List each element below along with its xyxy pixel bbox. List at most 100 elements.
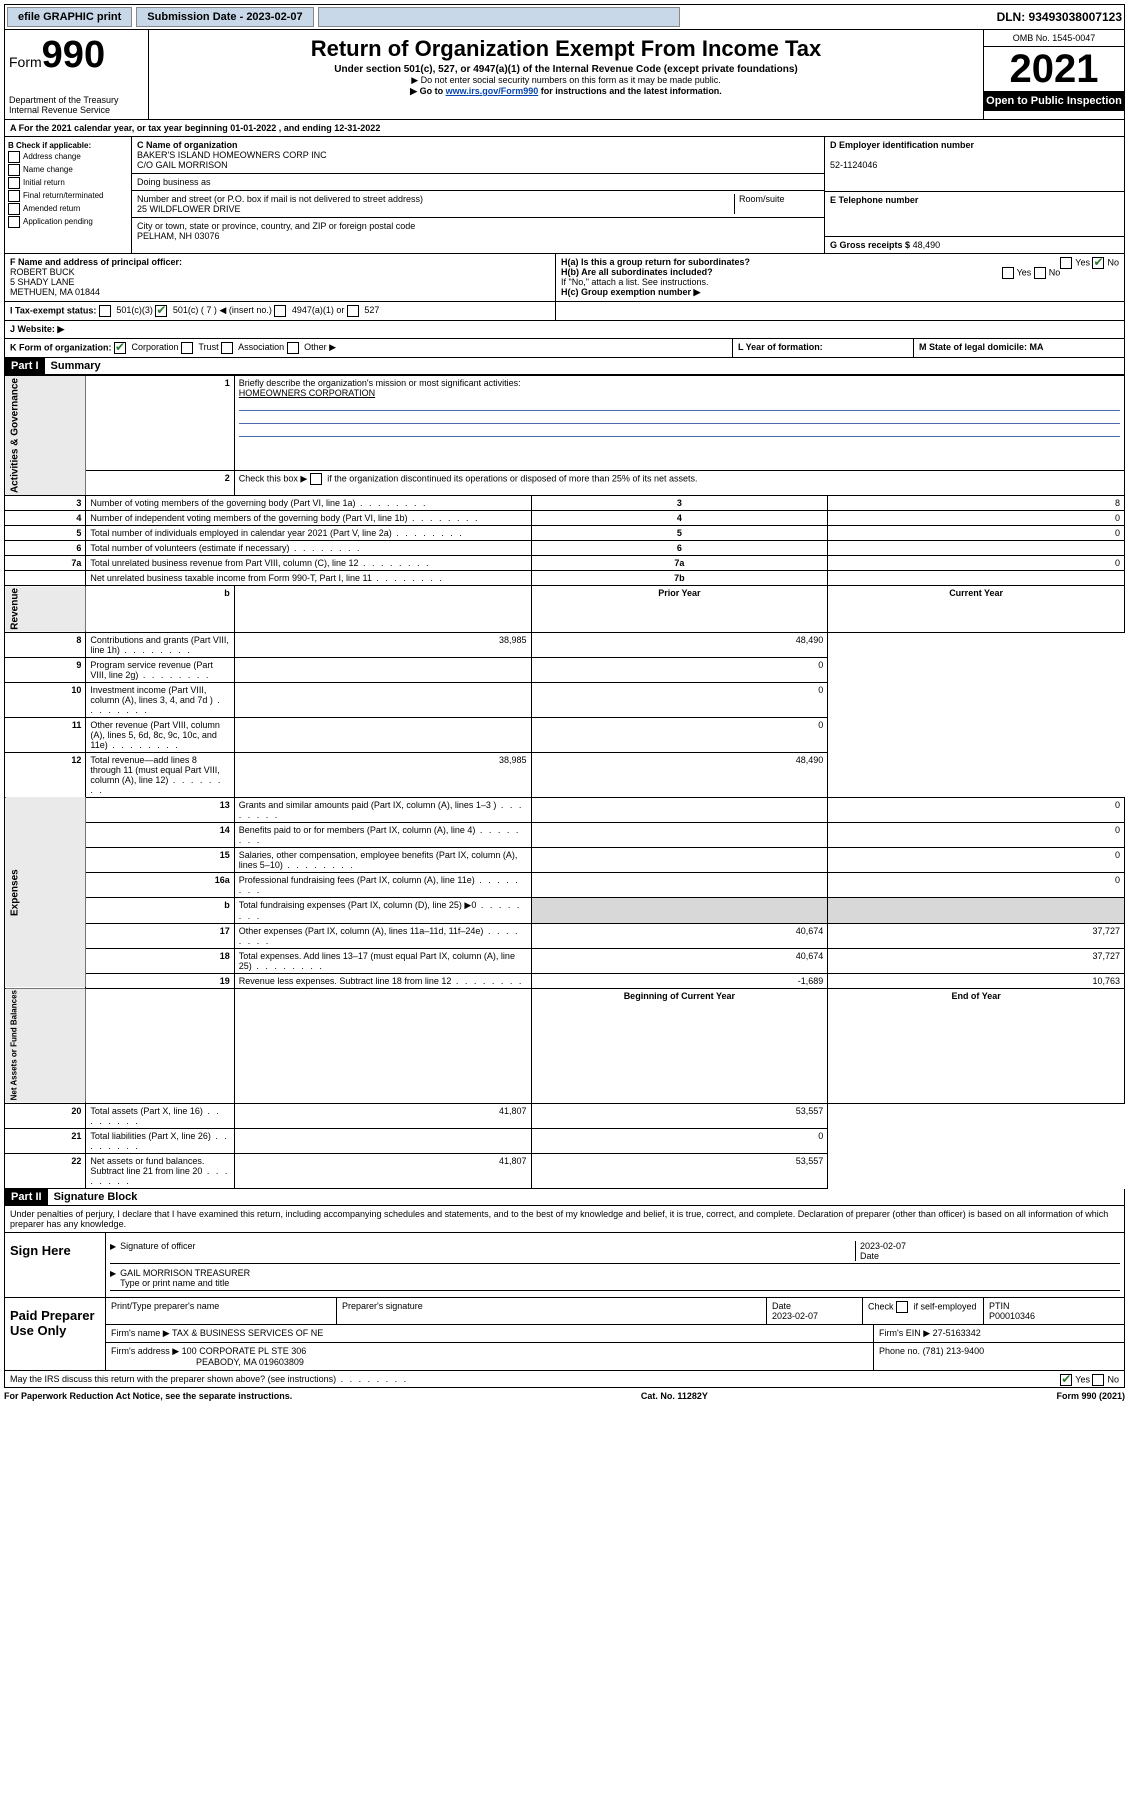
k-checkbox[interactable] [114,342,126,354]
open-public-badge: Open to Public Inspection [984,91,1124,111]
line-text: Total number of individuals employed in … [86,526,531,541]
city-label: City or town, state or province, country… [137,221,415,231]
section-deg: D Employer identification number 52-1124… [824,137,1124,253]
j-label: J Website: ▶ [5,321,69,338]
prior-value: -1,689 [531,973,828,988]
dln-label: DLN: 93493038007123 [997,10,1122,24]
b-check-item: Application pending [8,216,128,228]
i-checkbox[interactable] [155,305,167,317]
self-emp-checkbox[interactable] [896,1301,908,1313]
i-checkbox[interactable] [99,305,111,317]
section-b-checks: B Check if applicable: Address changeNam… [5,137,132,253]
k-checkbox[interactable] [287,342,299,354]
current-value: 48,490 [531,632,828,657]
b-check-item: Final return/terminated [8,190,128,202]
officer-name: ROBERT BUCK [10,267,75,277]
begin-year-header: Beginning of Current Year [531,988,828,1103]
line-num: 14 [86,822,234,847]
prior-value: 38,985 [234,752,531,797]
d-label: D Employer identification number [830,140,974,150]
i-checkbox[interactable] [274,305,286,317]
period-text: A For the 2021 calendar year, or tax yea… [5,120,385,136]
header-right: OMB No. 1545-0047 2021 Open to Public In… [983,30,1124,119]
irs-label: Internal Revenue Service [9,105,144,115]
line-num: 5 [5,526,86,541]
ha-yes-checkbox[interactable] [1060,257,1072,269]
line-box: 5 [531,526,828,541]
no-text: No [1107,257,1119,267]
q1-text: Briefly describe the organization's miss… [239,378,521,388]
q2-checkbox[interactable] [310,473,322,485]
current-value: 0 [531,657,828,682]
end-value: 53,557 [531,1154,828,1189]
self-employed-check: Check if self-employed [863,1298,984,1324]
b-checkbox[interactable] [8,177,20,189]
b-checkbox[interactable] [8,164,20,176]
line-text: Total number of volunteers (estimate if … [86,541,531,556]
signature-block: Under penalties of perjury, I declare th… [4,1206,1125,1388]
prior-value [531,847,828,872]
header-mid: Return of Organization Exempt From Incom… [149,30,983,119]
firm-city: PEABODY, MA 019603809 [196,1357,304,1367]
form990-link[interactable]: www.irs.gov/Form990 [446,86,539,96]
note-ssn: ▶ Do not enter social security numbers o… [153,75,979,86]
line-2-num: 2 [86,471,234,496]
footer-left: For Paperwork Reduction Act Notice, see … [4,1391,292,1401]
omb-number: OMB No. 1545-0047 [984,30,1124,47]
line-num: 8 [5,632,86,657]
b-label: b [86,586,234,633]
arrow-icon [110,1241,120,1261]
k-checkbox[interactable] [221,342,233,354]
part2-title: Signature Block [48,1189,144,1205]
form-number: 990 [42,34,105,76]
prep-name-header: Print/Type preparer's name [106,1298,337,1324]
discuss-yes-checkbox[interactable] [1060,1374,1072,1386]
ha-no-checkbox[interactable] [1092,257,1104,269]
begin-value: 41,807 [234,1154,531,1189]
m-label: M State of legal domicile: MA [919,342,1044,352]
prior-value [531,797,828,822]
prior-value: 40,674 [531,923,828,948]
form-subtitle: Under section 501(c), 527, or 4947(a)(1)… [153,64,979,75]
hb-label: H(b) Are all subordinates included? [561,267,713,277]
goto-post: for instructions and the latest informat… [538,86,722,96]
hb-yes-checkbox[interactable] [1002,267,1014,279]
section-bcdeg: B Check if applicable: Address changeNam… [4,137,1125,254]
blank-button [318,7,680,27]
prior-value [234,657,531,682]
begin-value [234,1129,531,1154]
tax-year: 2021 [984,47,1124,91]
submission-date-button[interactable]: Submission Date - 2023-02-07 [136,7,313,27]
ein: 52-1124046 [830,160,877,170]
hb-no-checkbox[interactable] [1034,267,1046,279]
current-value: 0 [531,682,828,717]
declaration-text: Under penalties of perjury, I declare th… [5,1206,1124,1232]
current-value: 37,727 [828,923,1125,948]
line-text: Investment income (Part VIII, column (A)… [86,682,234,717]
firm-addr: 100 CORPORATE PL STE 306 [182,1346,307,1356]
b-checkbox[interactable] [8,203,20,215]
line-text: Total revenue—add lines 8 through 11 (mu… [86,752,234,797]
c-label: C Name of organization [137,140,238,150]
part1-title: Summary [45,358,107,374]
line-box: 7b [531,571,828,586]
line-num: 22 [5,1154,86,1189]
discuss-no-checkbox[interactable] [1092,1374,1104,1386]
line-text: Salaries, other compensation, employee b… [234,847,531,872]
b-checkbox[interactable] [8,190,20,202]
line-num: 11 [5,717,86,752]
line-num: 7a [5,556,86,571]
efile-print-button[interactable]: efile GRAPHIC print [7,7,132,27]
firm-ein: 27-5163342 [933,1328,981,1338]
g-label: G Gross receipts $ [830,240,910,250]
i-checkbox[interactable] [347,305,359,317]
b-check-item: Name change [8,164,128,176]
part1-table: Activities & Governance 1 Briefly descri… [4,375,1125,1189]
b-checkbox[interactable] [8,216,20,228]
note-goto: ▶ Go to www.irs.gov/Form990 for instruct… [153,86,979,97]
line-text: Professional fundraising fees (Part IX, … [234,872,531,897]
b-checkbox[interactable] [8,151,20,163]
no-text3: No [1107,1375,1119,1385]
k-checkbox[interactable] [181,342,193,354]
prep-date-val: 2023-02-07 [772,1311,818,1321]
